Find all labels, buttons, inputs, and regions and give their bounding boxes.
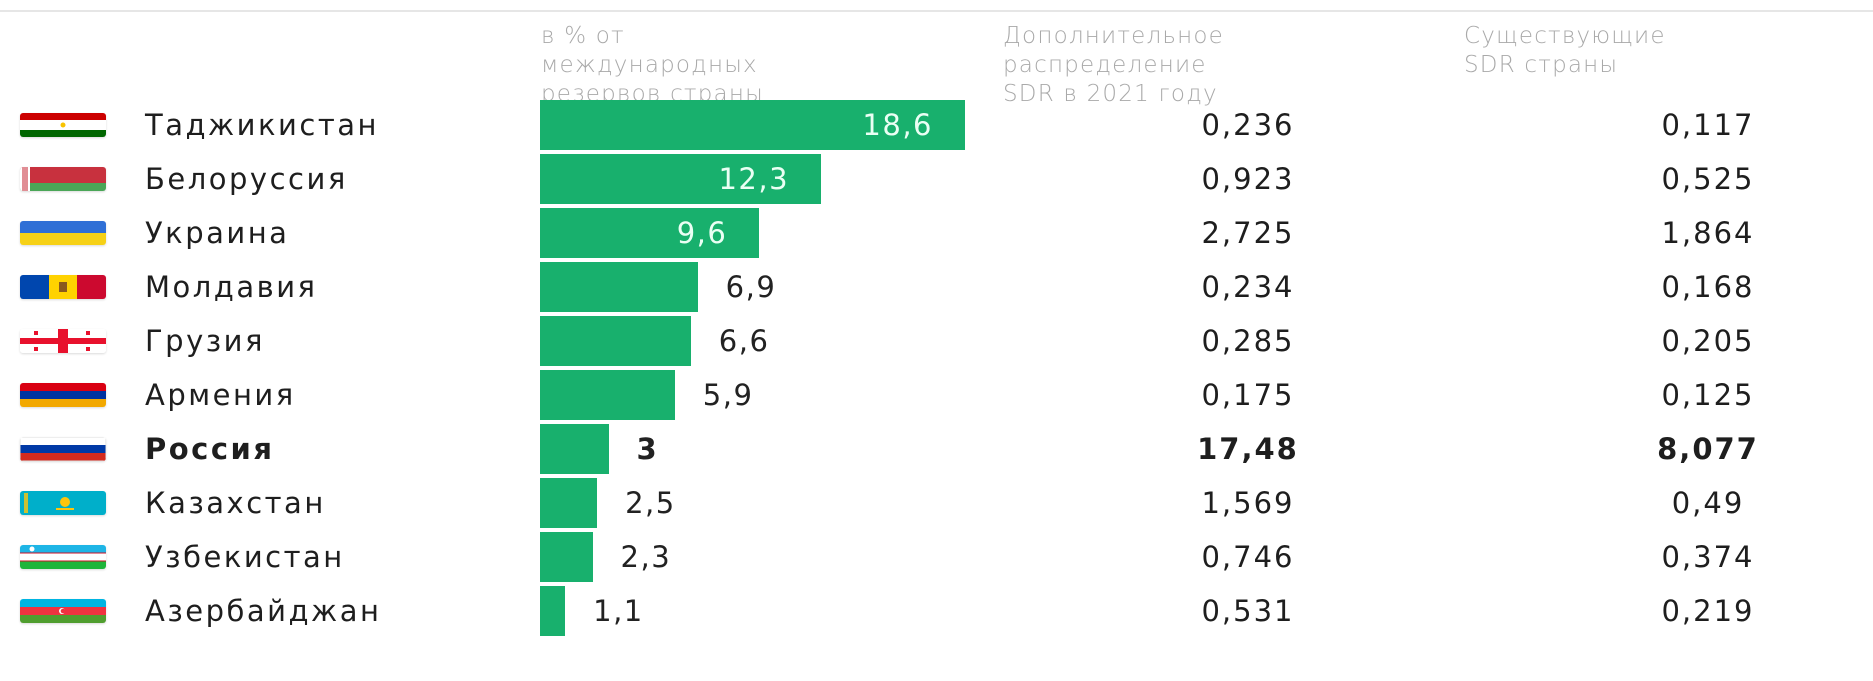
existing-sdr-value: 0,117 <box>1661 108 1755 142</box>
table-row: Молдавия 6,9 0,234 0,168 <box>0 260 1873 314</box>
additional-sdr-value: 0,531 <box>1201 594 1295 628</box>
existing-sdr-value: 0,374 <box>1661 540 1755 574</box>
bar-value-label: 2,3 <box>620 540 672 574</box>
table-row: Азербайджан 1,1 0,531 0,219 <box>0 584 1873 638</box>
country-label: Россия <box>145 432 275 466</box>
table-row: Украина 9,6 2,725 1,864 <box>0 206 1873 260</box>
column-header-line: распределение <box>1003 52 1207 78</box>
additional-sdr-value: 0,236 <box>1201 108 1295 142</box>
additional-sdr-value: 17,48 <box>1197 432 1299 466</box>
additional-sdr-value: 0,285 <box>1201 324 1295 358</box>
column-header-line: в % от <box>541 23 625 49</box>
bar-value-label: 9,6 <box>676 216 728 250</box>
additional-sdr-value: 0,234 <box>1201 270 1295 304</box>
additional-sdr-value: 1,569 <box>1201 486 1295 520</box>
bar <box>540 370 675 420</box>
bar <box>540 424 609 474</box>
table-row: Грузия 6,6 0,285 0,205 <box>0 314 1873 368</box>
bar-value-label: 18,6 <box>862 108 933 142</box>
bar-value-label: 5,9 <box>702 378 754 412</box>
table-row: Армения 5,9 0,175 0,125 <box>0 368 1873 422</box>
country-label: Азербайджан <box>145 594 382 628</box>
table-row: Узбекистан 2,3 0,746 0,374 <box>0 530 1873 584</box>
existing-sdr-value: 8,077 <box>1657 432 1759 466</box>
bar-value-label: 6,6 <box>718 324 770 358</box>
bar <box>540 154 822 204</box>
additional-sdr-value: 2,725 <box>1201 216 1295 250</box>
azerbaijan-flag-icon <box>20 599 106 623</box>
existing-sdr-value: 0,219 <box>1661 594 1755 628</box>
country-label: Таджикистан <box>145 108 379 142</box>
armenia-flag-icon <box>20 383 106 407</box>
additional-sdr-value: 0,923 <box>1201 162 1295 196</box>
existing-sdr-value: 0,168 <box>1661 270 1755 304</box>
table-row: Таджикистан 18,6 0,236 0,117 <box>0 98 1873 152</box>
tajikistan-flag-icon <box>20 113 106 137</box>
bar <box>540 532 593 582</box>
existing-sdr-value: 1,864 <box>1661 216 1755 250</box>
bar-value-label: 1,1 <box>593 594 644 628</box>
column-header-line: Существующие <box>1464 23 1666 49</box>
bar <box>540 262 698 312</box>
uzbekistan-flag-icon <box>20 545 106 569</box>
existing-sdr-value: 0,205 <box>1661 324 1755 358</box>
bar-value-label: 6,9 <box>725 270 777 304</box>
bar <box>540 316 691 366</box>
belarus-flag-icon <box>20 167 106 191</box>
bar <box>540 100 965 150</box>
country-label: Узбекистан <box>145 540 345 574</box>
top-divider <box>0 10 1873 12</box>
column-header-percent-reserves: в % от международных резервов страны <box>541 22 764 109</box>
additional-sdr-value: 0,175 <box>1201 378 1295 412</box>
table-row: Белоруссия 12,3 0,923 0,525 <box>0 152 1873 206</box>
additional-sdr-value: 0,746 <box>1201 540 1295 574</box>
existing-sdr-value: 0,125 <box>1661 378 1755 412</box>
country-label: Казахстан <box>145 486 326 520</box>
moldova-flag-icon <box>20 275 106 299</box>
table-row: Казахстан 2,5 1,569 0,49 <box>0 476 1873 530</box>
georgia-flag-icon <box>20 329 106 353</box>
bar <box>540 586 566 636</box>
column-header-line: Дополнительное <box>1003 23 1225 49</box>
bar-value-label: 2,5 <box>625 486 676 520</box>
column-header-line: SDR в 2021 году <box>1003 81 1218 107</box>
ukraine-flag-icon <box>20 221 106 245</box>
country-label: Украина <box>145 216 290 250</box>
kazakhstan-flag-icon <box>20 491 106 515</box>
country-label: Армения <box>145 378 296 412</box>
country-label: Молдавия <box>145 270 318 304</box>
bar-value-label: 3 <box>636 432 659 466</box>
column-header-additional-sdr: Дополнительное распределение SDR в 2021 … <box>1003 22 1224 109</box>
column-header-line: международных <box>541 52 758 78</box>
table-row: Россия 3 17,48 8,077 <box>0 422 1873 476</box>
russia-flag-icon <box>20 437 106 461</box>
column-header-existing-sdr: Существующие SDR страны <box>1464 22 1666 80</box>
existing-sdr-value: 0,49 <box>1671 486 1745 520</box>
column-header-line: SDR страны <box>1464 52 1619 78</box>
bar-value-label: 12,3 <box>718 162 790 196</box>
country-label: Грузия <box>145 324 265 358</box>
bar <box>540 208 760 258</box>
existing-sdr-value: 0,525 <box>1661 162 1755 196</box>
bar <box>540 478 598 528</box>
country-label: Белоруссия <box>145 162 348 196</box>
